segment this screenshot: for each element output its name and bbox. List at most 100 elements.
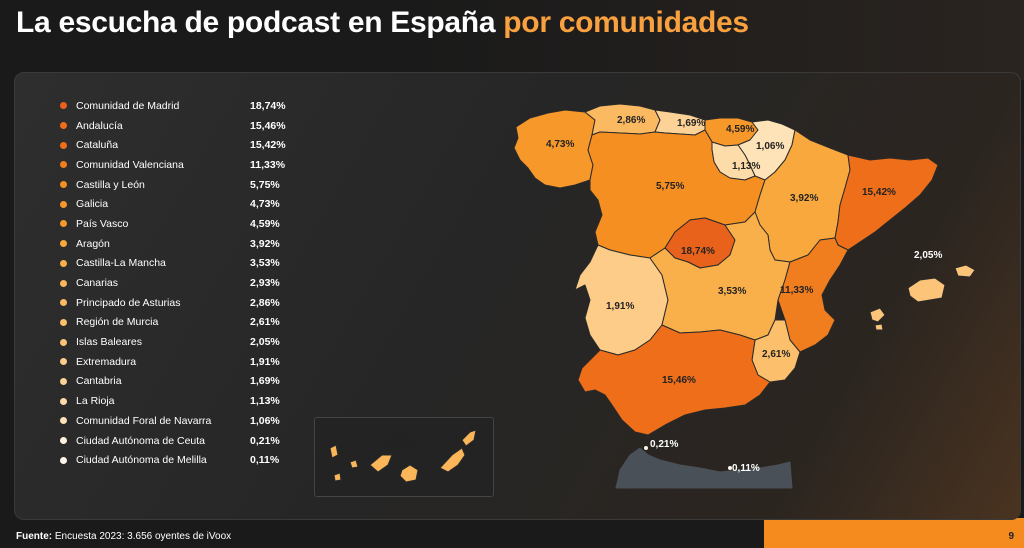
legend-item-name: Extremadura	[76, 355, 137, 368]
legend-item-name: Principado de Asturias	[76, 296, 181, 309]
legend-item-value: 1,91%	[250, 355, 280, 368]
label-navarra: 1,06%	[756, 141, 784, 152]
label-cantabria: 1,69%	[677, 118, 705, 129]
legend-item-name: La Rioja	[76, 395, 115, 408]
region-canarias-fuerteventura[interactable]	[439, 447, 466, 473]
legend-item: Canarias 2,93%	[60, 273, 300, 293]
region-andalucia[interactable]	[577, 324, 771, 436]
region-canarias-tenerife[interactable]	[369, 454, 393, 473]
legend-item-name: Región de Murcia	[76, 316, 159, 329]
label-madrid: 18,74%	[681, 246, 715, 257]
legend-dot-icon	[60, 161, 67, 169]
region-cataluna[interactable]	[834, 154, 939, 251]
label-aragon: 3,92%	[790, 193, 818, 204]
source-label: Fuente:	[16, 531, 53, 542]
region-ceuta[interactable]	[644, 446, 648, 450]
legend-item-name: Islas Baleares	[76, 336, 142, 349]
legend-dot-icon	[60, 259, 67, 267]
region-canarias-la-palma[interactable]	[329, 444, 339, 459]
page-title: La escucha de podcast en España por comu…	[16, 6, 749, 40]
legend-item-name: Castilla y León	[76, 178, 145, 191]
region-valenciana[interactable]	[777, 237, 849, 353]
region-baleares-formentera[interactable]	[874, 323, 884, 331]
source-footer: Fuente: Encuesta 2023: 3.656 oyentes de …	[16, 531, 231, 542]
legend-item: Galicia 4,73%	[60, 194, 300, 214]
legend-item: Aragón 3,92%	[60, 234, 300, 254]
legend-item-value: 5,75%	[250, 178, 280, 191]
label-ceuta: 0,21%	[650, 439, 678, 450]
label-extremadura: 1,91%	[606, 301, 634, 312]
region-baleares-ibiza[interactable]	[869, 307, 886, 323]
region-canarias-lanzarote[interactable]	[461, 429, 477, 447]
legend-item-value: 2,05%	[250, 336, 280, 349]
legend-dot-icon	[60, 181, 67, 189]
label-la-rioja: 1,13%	[732, 161, 760, 172]
legend-item-name: Canarias	[76, 277, 119, 290]
legend-item-value: 15,42%	[250, 139, 286, 152]
legend-item: Comunidad de Madrid 18,74%	[60, 96, 300, 116]
legend-item: Extremadura 1,91%	[60, 352, 300, 372]
legend-item-value: 3,53%	[250, 257, 280, 270]
label-murcia: 2,61%	[762, 349, 790, 360]
legend-dot-icon	[60, 417, 67, 425]
legend-item: Región de Murcia 2,61%	[60, 313, 300, 333]
legend-item-value: 2,61%	[250, 316, 280, 329]
map-labels: 18,74% 15,46% 15,42% 11,33% 5,75% 4,73% …	[385, 115, 942, 474]
page-number: 9	[1008, 531, 1014, 542]
legend-item-value: 0,21%	[250, 434, 280, 447]
legend-item-value: 15,46%	[250, 119, 286, 132]
region-canarias-gran-canaria[interactable]	[399, 464, 419, 483]
legend-item: Ciudad Autónoma de Melilla 0,11%	[60, 450, 300, 470]
legend-item-value: 2,86%	[250, 296, 280, 309]
legend-dot-icon	[60, 279, 67, 287]
legend-item-value: 1,69%	[250, 375, 280, 388]
legend-dot-icon	[60, 358, 67, 366]
legend-item-name: Castilla-La Mancha	[76, 257, 166, 270]
legend-item-name: Cantabria	[76, 375, 122, 388]
region-canarias-el-hierro[interactable]	[333, 472, 342, 482]
legend-dot-icon	[60, 102, 67, 110]
label-valenciana: 11,33%	[780, 285, 813, 296]
legend-dot-icon	[60, 240, 67, 248]
legend-dot-icon	[60, 318, 67, 326]
legend-item-value: 3,92%	[250, 237, 280, 250]
title-main: La escucha de podcast en España	[16, 6, 496, 39]
legend-dot-icon	[60, 437, 67, 445]
orange-accent-bar	[764, 518, 1024, 548]
legend-item: Principado de Asturias 2,86%	[60, 293, 300, 313]
legend-item-value: 0,11%	[250, 454, 280, 467]
label-cataluna: 15,42%	[862, 187, 896, 198]
source-text: Encuesta 2023: 3.656 oyentes de iVoox	[52, 531, 232, 542]
legend-dot-icon	[60, 338, 67, 346]
legend-item: Castilla y León 5,75%	[60, 175, 300, 195]
label-melilla: 0,11%	[732, 463, 760, 474]
legend-dot-icon	[60, 220, 67, 228]
region-melilla[interactable]	[728, 466, 732, 470]
legend-item-value: 1,06%	[250, 414, 280, 427]
legend-dot-icon	[60, 299, 67, 307]
legend-item: La Rioja 1,13%	[60, 391, 300, 411]
legend-item: Ciudad Autónoma de Ceuta 0,21%	[60, 431, 300, 451]
legend-item: Comunidad Foral de Navarra 1,06%	[60, 411, 300, 431]
legend-dot-icon	[60, 200, 67, 208]
region-canarias-la-gomera[interactable]	[349, 459, 359, 469]
legend-item-name: Ciudad Autónoma de Melilla	[76, 454, 207, 467]
legend-dot-icon	[60, 456, 67, 464]
legend-item-value: 11,33%	[250, 158, 286, 171]
label-baleares: 2,05%	[914, 250, 942, 261]
legend-item: Comunidad Valenciana 11,33%	[60, 155, 300, 175]
region-baleares-menorca[interactable]	[954, 264, 976, 278]
legend-item-name: Andalucía	[76, 119, 123, 132]
legend-item-value: 4,73%	[250, 198, 280, 211]
title-highlight: por comunidades	[503, 6, 749, 39]
legend: Comunidad de Madrid 18,74% Andalucía 15,46%…	[60, 96, 300, 470]
label-canarias: 2,93%	[385, 436, 413, 447]
label-pais-vasco: 4,59%	[726, 124, 754, 135]
region-baleares-mallorca[interactable]	[907, 277, 946, 303]
legend-item-name: Comunidad Valenciana	[76, 158, 184, 171]
legend-item: País Vasco 4,59%	[60, 214, 300, 234]
legend-item: Cataluña 15,42%	[60, 135, 300, 155]
legend-dot-icon	[60, 122, 67, 130]
legend-dot-icon	[60, 397, 67, 405]
